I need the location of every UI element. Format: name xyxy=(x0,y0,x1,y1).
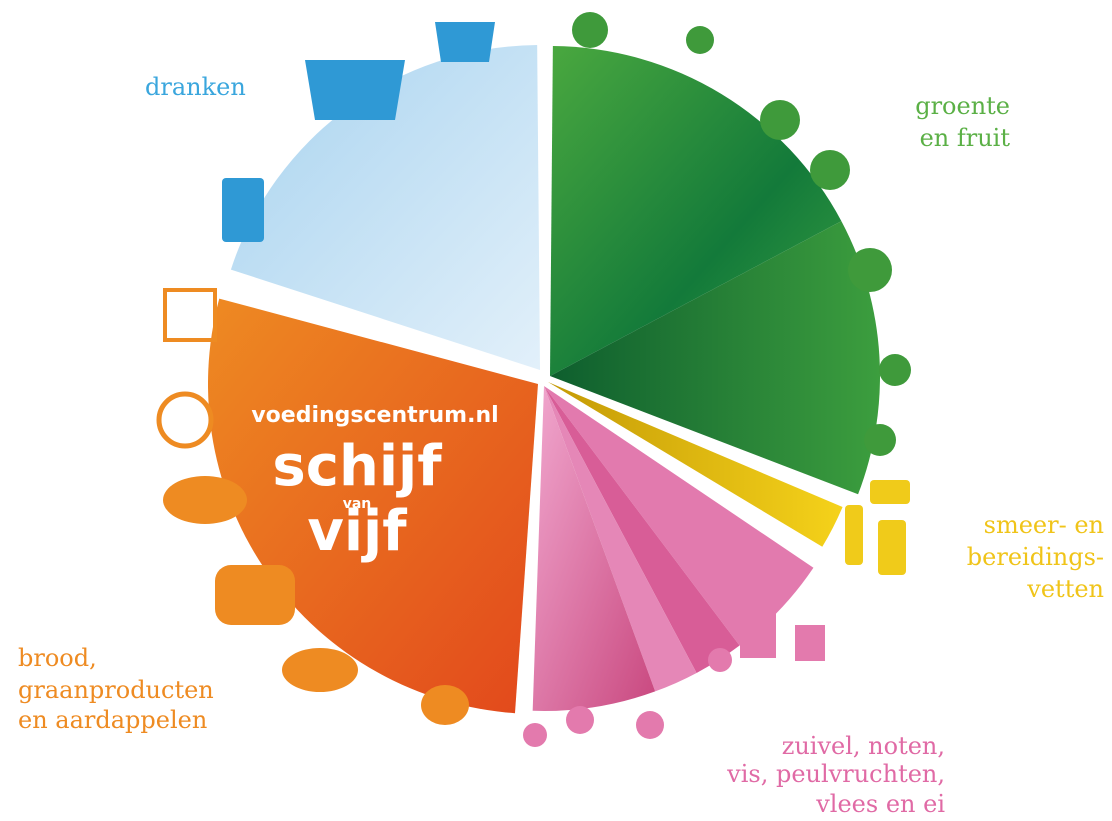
icon xyxy=(636,711,664,739)
wedge xyxy=(532,386,656,711)
wedge xyxy=(208,298,538,714)
icon xyxy=(795,625,825,661)
icon xyxy=(435,22,495,62)
wedges xyxy=(208,45,880,714)
icon xyxy=(572,12,608,48)
icon xyxy=(870,480,910,504)
label: vis, peulvruchten, xyxy=(726,760,945,788)
icons xyxy=(156,12,911,747)
wedge xyxy=(230,45,541,370)
icon xyxy=(215,565,295,625)
label: graanproducten xyxy=(18,676,214,704)
label: en fruit xyxy=(920,124,1011,152)
logo-text: schijf xyxy=(272,434,442,499)
icon xyxy=(708,648,732,672)
wedge xyxy=(550,221,880,495)
icon xyxy=(305,60,405,120)
wedge xyxy=(544,386,740,673)
icon xyxy=(163,288,217,342)
icon xyxy=(740,610,776,658)
icon xyxy=(222,178,264,242)
wedge xyxy=(544,386,697,692)
icon xyxy=(421,685,469,725)
icon xyxy=(760,100,800,140)
wedge xyxy=(544,386,814,646)
icon xyxy=(163,476,247,524)
icon xyxy=(848,248,892,292)
label: brood, xyxy=(18,644,97,672)
wedge xyxy=(550,46,842,376)
label: bereidings- xyxy=(967,543,1104,571)
icon xyxy=(864,424,896,456)
icon xyxy=(810,150,850,190)
label: groente xyxy=(915,92,1010,120)
logo-text: vijf xyxy=(307,499,407,564)
logo-site: voedingscentrum.nl xyxy=(251,403,498,428)
logo-text: van xyxy=(343,496,372,512)
icon xyxy=(878,520,906,575)
icon xyxy=(845,505,863,565)
icon xyxy=(566,706,594,734)
label: smeer- en xyxy=(984,511,1104,539)
label: vetten xyxy=(1026,575,1104,603)
label: vlees en ei xyxy=(815,790,945,818)
label: en aardappelen xyxy=(18,706,207,734)
icon xyxy=(686,26,714,54)
wedge xyxy=(548,382,843,547)
label: zuivel, noten, xyxy=(782,732,945,760)
icon xyxy=(156,391,214,449)
label: dranken xyxy=(145,73,246,101)
icon xyxy=(879,354,911,386)
icon xyxy=(282,648,358,692)
icon xyxy=(523,723,547,747)
